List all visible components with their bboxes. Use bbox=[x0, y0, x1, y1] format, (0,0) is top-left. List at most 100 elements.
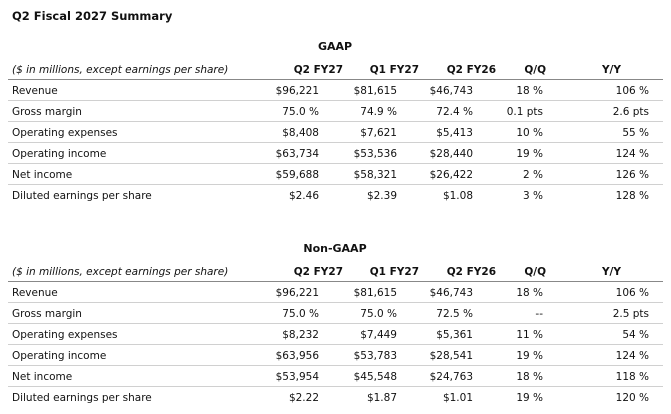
cell-value: $8,232 bbox=[282, 329, 319, 341]
cell-value: $2.22 bbox=[288, 392, 319, 404]
column-header: Q2 FY27 bbox=[293, 64, 343, 76]
row-label: Net income bbox=[12, 169, 73, 181]
section-heading: GAAP bbox=[317, 40, 353, 53]
cell-value: $28,541 bbox=[429, 350, 473, 362]
cell-value: 120 % bbox=[615, 392, 649, 404]
cell-value: $53,954 bbox=[275, 371, 319, 383]
cell-value: $28,440 bbox=[429, 148, 473, 160]
column-header: ($ in millions, except earnings per shar… bbox=[12, 64, 229, 76]
cell-value: 54 % bbox=[622, 329, 649, 341]
cell-value: $7,621 bbox=[360, 127, 397, 139]
cell-value: $2.39 bbox=[366, 190, 397, 202]
cell-value: 106 % bbox=[615, 287, 649, 299]
cell-value: 18 % bbox=[516, 287, 543, 299]
cell-value: 3 % bbox=[523, 190, 543, 202]
cell-value: 75.0 % bbox=[282, 106, 319, 118]
cell-value: $63,956 bbox=[275, 350, 319, 362]
row-rule bbox=[8, 323, 663, 324]
row-label: Operating income bbox=[12, 350, 107, 362]
row-label: Operating expenses bbox=[12, 329, 118, 341]
row-label: Operating expenses bbox=[12, 127, 118, 139]
row-label: Operating income bbox=[12, 148, 107, 160]
cell-value: $53,536 bbox=[353, 148, 397, 160]
cell-value: $81,615 bbox=[353, 85, 397, 97]
cell-value: 11 % bbox=[516, 329, 543, 341]
cell-value: $26,422 bbox=[429, 169, 473, 181]
section-heading: Non-GAAP bbox=[303, 242, 367, 255]
row-rule bbox=[8, 142, 663, 143]
page-title: Q2 Fiscal 2027 Summary bbox=[12, 9, 173, 23]
cell-value: 124 % bbox=[615, 350, 649, 362]
cell-value: $53,783 bbox=[353, 350, 397, 362]
header-rule bbox=[8, 79, 663, 80]
cell-value: 72.4 % bbox=[436, 106, 473, 118]
column-header: Q/Q bbox=[524, 64, 546, 76]
cell-value: $96,221 bbox=[275, 85, 319, 97]
row-label: Net income bbox=[12, 371, 73, 383]
column-header: Q2 FY26 bbox=[446, 64, 496, 76]
cell-value: $1.08 bbox=[442, 190, 473, 202]
cell-value: -- bbox=[535, 308, 543, 320]
column-header: Y/Y bbox=[601, 64, 621, 76]
row-rule bbox=[8, 184, 663, 185]
cell-value: 19 % bbox=[516, 392, 543, 404]
cell-value: 106 % bbox=[615, 85, 649, 97]
cell-value: 72.5 % bbox=[436, 308, 473, 320]
cell-value: 2.6 pts bbox=[612, 106, 649, 118]
cell-value: $46,743 bbox=[429, 287, 473, 299]
column-header: Q/Q bbox=[524, 266, 546, 278]
cell-value: 2.5 pts bbox=[612, 308, 649, 320]
cell-value: $59,688 bbox=[275, 169, 319, 181]
cell-value: $7,449 bbox=[360, 329, 397, 341]
row-label: Diluted earnings per share bbox=[12, 392, 152, 404]
cell-value: 118 % bbox=[615, 371, 649, 383]
cell-value: $1.87 bbox=[366, 392, 397, 404]
cell-value: $5,413 bbox=[436, 127, 473, 139]
cell-value: 126 % bbox=[615, 169, 649, 181]
cell-value: 2 % bbox=[523, 169, 543, 181]
cell-value: $63,734 bbox=[275, 148, 319, 160]
row-rule bbox=[8, 121, 663, 122]
cell-value: 18 % bbox=[516, 85, 543, 97]
cell-value: 19 % bbox=[516, 148, 543, 160]
column-header: Q1 FY27 bbox=[369, 64, 419, 76]
row-label: Diluted earnings per share bbox=[12, 190, 152, 202]
column-header: Q2 FY27 bbox=[293, 266, 343, 278]
cell-value: 19 % bbox=[516, 350, 543, 362]
cell-value: $2.46 bbox=[288, 190, 319, 202]
column-header: Q1 FY27 bbox=[369, 266, 419, 278]
cell-value: $24,763 bbox=[429, 371, 473, 383]
cell-value: $46,743 bbox=[429, 85, 473, 97]
row-rule bbox=[8, 163, 663, 164]
row-rule bbox=[8, 302, 663, 303]
row-label: Gross margin bbox=[12, 106, 82, 118]
row-rule bbox=[8, 100, 663, 101]
row-rule bbox=[8, 365, 663, 366]
row-label: Revenue bbox=[12, 85, 58, 97]
column-header: Q2 FY26 bbox=[446, 266, 496, 278]
cell-value: $96,221 bbox=[275, 287, 319, 299]
cell-value: $81,615 bbox=[353, 287, 397, 299]
cell-value: 18 % bbox=[516, 371, 543, 383]
cell-value: $1.01 bbox=[442, 392, 473, 404]
row-rule bbox=[8, 386, 663, 387]
row-label: Revenue bbox=[12, 287, 58, 299]
column-header: ($ in millions, except earnings per shar… bbox=[12, 266, 229, 278]
header-rule bbox=[8, 281, 663, 282]
cell-value: 75.0 % bbox=[282, 308, 319, 320]
cell-value: 74.9 % bbox=[360, 106, 397, 118]
cell-value: $8,408 bbox=[282, 127, 319, 139]
cell-value: 75.0 % bbox=[360, 308, 397, 320]
cell-value: $5,361 bbox=[436, 329, 473, 341]
cell-value: $45,548 bbox=[353, 371, 397, 383]
cell-value: 124 % bbox=[615, 148, 649, 160]
cell-value: 55 % bbox=[622, 127, 649, 139]
cell-value: 10 % bbox=[516, 127, 543, 139]
cell-value: $58,321 bbox=[353, 169, 397, 181]
cell-value: 128 % bbox=[615, 190, 649, 202]
cell-value: 0.1 pts bbox=[506, 106, 543, 118]
column-header: Y/Y bbox=[601, 266, 621, 278]
row-label: Gross margin bbox=[12, 308, 82, 320]
row-rule bbox=[8, 344, 663, 345]
